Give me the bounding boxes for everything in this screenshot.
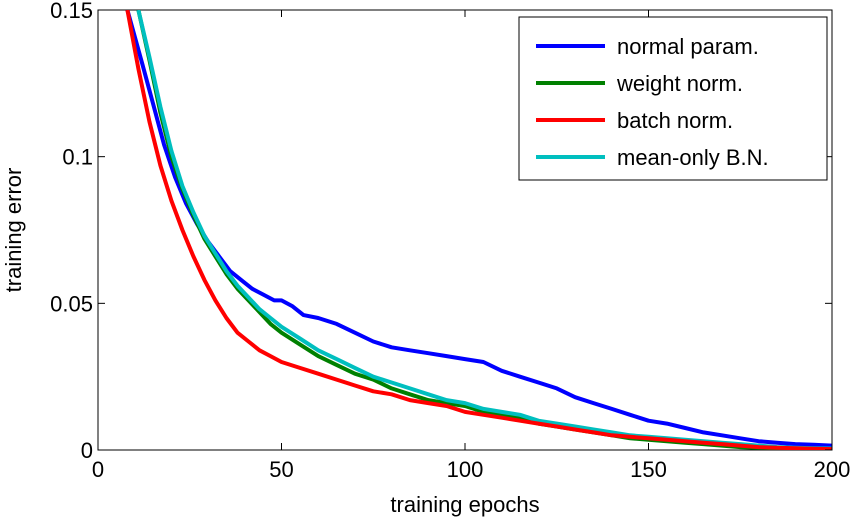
y-tick-label: 0	[81, 438, 93, 463]
legend-label: mean-only B.N.	[617, 145, 769, 170]
legend-label: batch norm.	[617, 108, 733, 133]
x-tick-label: 200	[814, 457, 851, 482]
y-tick-label: 0.1	[62, 145, 93, 170]
series-line-batch-norm	[125, 10, 832, 450]
y-tick-label: 0.15	[50, 0, 93, 23]
legend: normal param. weight norm. batch norm. mean…	[518, 16, 828, 181]
x-tick-label: 0	[92, 457, 104, 482]
x-tick-label: 100	[447, 457, 484, 482]
legend-label: weight norm.	[616, 71, 743, 96]
axis-layer: 0 50 100 150 200 0 0.05 0.1 0.15	[50, 0, 850, 482]
series-layer	[125, 10, 832, 450]
x-axis-title: training epochs	[390, 492, 539, 517]
y-tick-label: 0.05	[50, 291, 93, 316]
x-tick-label: 50	[269, 457, 293, 482]
y-axis-title: training error	[1, 168, 26, 293]
legend-label: normal param.	[617, 34, 759, 59]
x-tick-label: 150	[630, 457, 667, 482]
